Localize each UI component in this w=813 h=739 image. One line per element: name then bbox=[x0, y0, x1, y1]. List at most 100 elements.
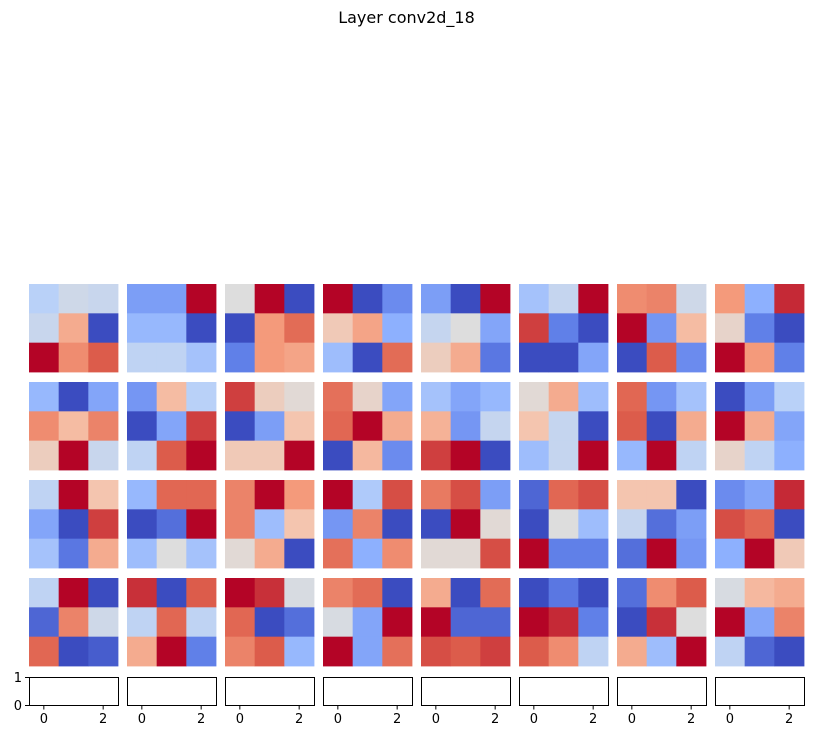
heatmap-cell bbox=[225, 411, 256, 442]
heatmap-cell bbox=[254, 411, 285, 442]
heatmap-cell bbox=[225, 342, 256, 373]
heatmap-cell bbox=[58, 440, 89, 471]
filter-panel-18 bbox=[127, 480, 217, 569]
heatmap-cell bbox=[450, 538, 481, 569]
heatmap-cell bbox=[578, 480, 609, 510]
heatmap-cell bbox=[88, 578, 119, 608]
heatmap-cell bbox=[548, 636, 579, 667]
heatmap-cell bbox=[548, 538, 579, 569]
x-tick-label: 2 bbox=[197, 712, 205, 727]
heatmap-cell bbox=[352, 411, 383, 442]
x-tick-label: 2 bbox=[393, 712, 401, 727]
heatmap-cell bbox=[352, 313, 383, 344]
x-tick-label: 0 bbox=[628, 712, 636, 727]
heatmap-cell bbox=[617, 284, 648, 314]
heatmap-cell bbox=[127, 480, 158, 510]
heatmap-cell bbox=[58, 313, 89, 344]
heatmap-cell bbox=[744, 313, 775, 344]
heatmap-cell bbox=[382, 538, 413, 569]
heatmap-cell bbox=[58, 636, 89, 667]
heatmap-cell bbox=[29, 607, 60, 638]
x-tick-label: 0 bbox=[432, 712, 440, 727]
heatmap-cell bbox=[382, 480, 413, 510]
heatmap-cell bbox=[646, 411, 677, 442]
x-tick-label: 2 bbox=[785, 712, 793, 727]
heatmap-cell bbox=[578, 411, 609, 442]
heatmap-cell bbox=[58, 480, 89, 510]
heatmap-cell bbox=[323, 411, 354, 442]
heatmap-cell bbox=[88, 480, 119, 510]
heatmap-cell bbox=[519, 284, 550, 314]
heatmap-cell bbox=[88, 607, 119, 638]
heatmap-cell bbox=[744, 342, 775, 373]
heatmap-cell bbox=[284, 480, 315, 510]
heatmap-cell bbox=[744, 382, 775, 412]
heatmap-cell bbox=[676, 538, 707, 569]
heatmap-cell bbox=[156, 313, 187, 344]
filter-panel-16 bbox=[715, 382, 805, 471]
heatmap-cell bbox=[323, 313, 354, 344]
heatmap-cell bbox=[519, 411, 550, 442]
heatmap-cell bbox=[617, 382, 648, 412]
filter-panel-7 bbox=[617, 284, 707, 373]
heatmap-cell bbox=[676, 284, 707, 314]
heatmap-cell bbox=[450, 440, 481, 471]
heatmap-cell bbox=[646, 636, 677, 667]
heatmap-cell bbox=[519, 342, 550, 373]
heatmap-cell bbox=[88, 411, 119, 442]
heatmap-cell bbox=[548, 607, 579, 638]
filter-panel-30 bbox=[519, 578, 609, 667]
heatmap-cell bbox=[774, 578, 805, 608]
filter-panel-32 bbox=[715, 578, 805, 667]
heatmap-cell bbox=[421, 313, 452, 344]
heatmap-cell bbox=[29, 342, 60, 373]
filter-panel-2 bbox=[127, 284, 217, 373]
heatmap-cell bbox=[352, 284, 383, 314]
heatmap-cell bbox=[744, 411, 775, 442]
heatmap-cell bbox=[774, 411, 805, 442]
heatmap-cell bbox=[225, 509, 256, 540]
filter-panel-5 bbox=[421, 284, 511, 373]
axes-frame bbox=[421, 677, 511, 706]
filter-panel-23 bbox=[617, 480, 707, 569]
heatmap-cell bbox=[617, 509, 648, 540]
filter-panel-8 bbox=[715, 284, 805, 373]
heatmap-cell bbox=[519, 382, 550, 412]
heatmap-cell bbox=[646, 607, 677, 638]
filter-panel-27 bbox=[225, 578, 315, 667]
filter-panel-14 bbox=[519, 382, 609, 471]
heatmap-cell bbox=[744, 480, 775, 510]
heatmap-cell bbox=[617, 578, 648, 608]
heatmap-cell bbox=[421, 607, 452, 638]
heatmap-cell bbox=[58, 284, 89, 314]
heatmap-cell bbox=[29, 538, 60, 569]
heatmap-cell bbox=[29, 411, 60, 442]
heatmap-cell bbox=[519, 440, 550, 471]
heatmap-cell bbox=[323, 509, 354, 540]
heatmap-cell bbox=[774, 607, 805, 638]
heatmap-cell bbox=[519, 313, 550, 344]
heatmap-cell bbox=[186, 382, 217, 412]
heatmap-cell bbox=[382, 636, 413, 667]
heatmap-cell bbox=[676, 382, 707, 412]
heatmap-cell bbox=[254, 607, 285, 638]
heatmap-cell bbox=[29, 382, 60, 412]
heatmap-cell bbox=[617, 538, 648, 569]
axes-frame bbox=[29, 677, 119, 706]
x-tick-label: 2 bbox=[491, 712, 499, 727]
heatmap-cell bbox=[225, 607, 256, 638]
filter-panel-31 bbox=[617, 578, 707, 667]
heatmap-cell bbox=[578, 538, 609, 569]
heatmap-cell bbox=[352, 342, 383, 373]
heatmap-cell bbox=[578, 284, 609, 314]
heatmap-cell bbox=[450, 480, 481, 510]
heatmap-cell bbox=[156, 440, 187, 471]
heatmap-cell bbox=[480, 411, 511, 442]
heatmap-cell bbox=[382, 509, 413, 540]
heatmap-cell bbox=[254, 538, 285, 569]
heatmap-cell bbox=[352, 538, 383, 569]
heatmap-cell bbox=[284, 440, 315, 471]
heatmap-cell bbox=[715, 538, 746, 569]
